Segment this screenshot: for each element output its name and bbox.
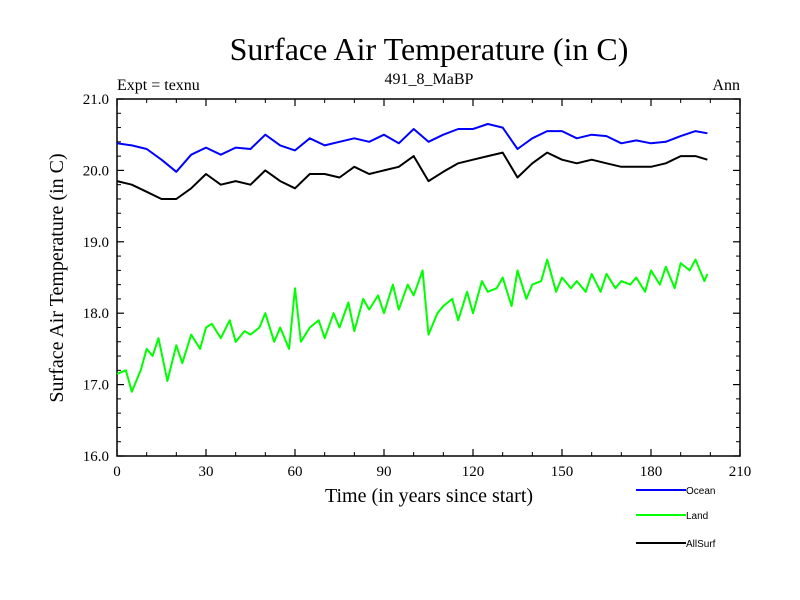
series-line-ocean (116, 123, 708, 173)
y-tick-label: 18.0 (83, 306, 109, 322)
plot-frame (116, 98, 741, 457)
series-lines (116, 123, 709, 393)
x-tick-label: 30 (199, 464, 214, 480)
series-line-allsurf (116, 151, 708, 200)
x-axis-label: Time (in years since start) (325, 485, 533, 507)
y-tick-label: 17.0 (83, 378, 109, 394)
chart-title: Surface Air Temperature (in C) (230, 31, 629, 67)
y-tick-label: 19.0 (83, 235, 109, 251)
x-tick-label: 180 (640, 464, 663, 480)
x-tick-label: 0 (113, 464, 121, 480)
x-tick-label: 60 (288, 464, 303, 480)
legend-label-land: Land (686, 511, 708, 522)
series-line-land (116, 258, 709, 393)
x-tick-label: 120 (462, 464, 485, 480)
axis-ticks: 0 30 60 90 120 150 180 210 16.0 17.0 18.0 19.0 20.0 2… (83, 92, 752, 480)
experiment-annotation: Expt = texnu (117, 77, 200, 94)
x-tick-label: 150 (551, 464, 574, 480)
x-tick-label: 90 (377, 464, 392, 480)
legend-label-ocean: Ocean (686, 486, 715, 497)
chart-subtitle: 491_8_MaBP (385, 71, 474, 88)
y-tick-label: 21.0 (83, 92, 109, 108)
y-tick-label: 16.0 (83, 449, 109, 465)
y-axis-label: Surface Air Temperature (in C) (46, 153, 68, 402)
period-annotation: Ann (712, 77, 740, 94)
y-tick-label: 20.0 (83, 163, 109, 179)
legend-label-allsurf: AllSurf (686, 539, 716, 550)
x-tick-label: 210 (729, 464, 752, 480)
legend: Ocean Land AllSurf (636, 486, 716, 550)
